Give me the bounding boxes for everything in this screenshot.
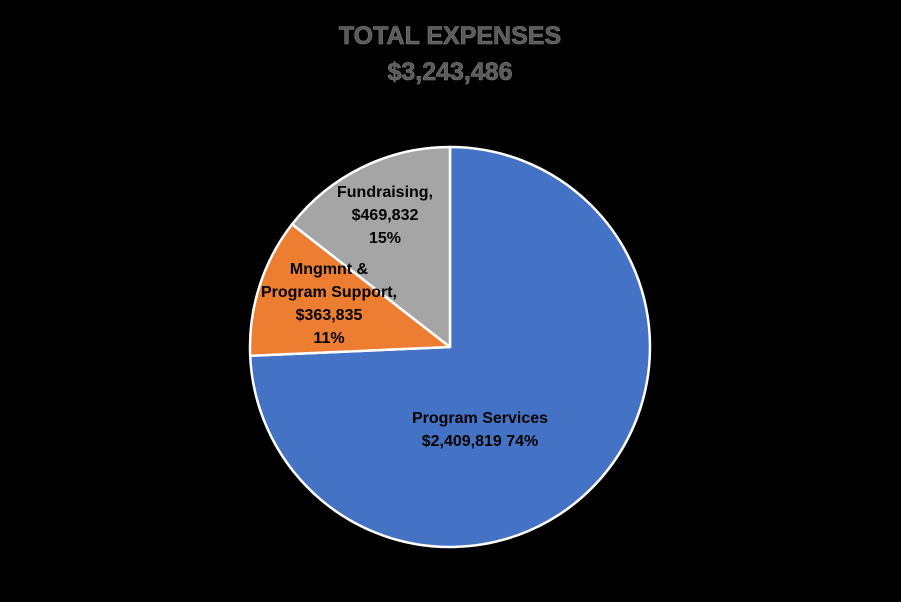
pie-slice-mngmnt-program-support: [248, 223, 452, 358]
data-label-line: Fundraising,: [337, 184, 433, 201]
pie-slice-fundraising: [290, 145, 452, 349]
data-label-line: $363,835: [296, 307, 363, 324]
data-label-line: Mngmnt &: [290, 261, 369, 278]
chart-subtitle: $3,243,486: [387, 58, 512, 86]
pie-labels: Program Services $2,409,819 74% Mngmnt & Pr…: [261, 184, 548, 450]
data-label-program-services: Program Services $2,409,819 74%: [412, 410, 548, 450]
data-label-line: $469,832: [352, 207, 419, 224]
data-label-line: Program Services: [412, 410, 548, 427]
pie-slices: [248, 145, 652, 549]
data-label-fundraising: Fundraising, $469,832 15%: [337, 184, 433, 247]
data-label-line: 11%: [313, 330, 344, 347]
data-label-mngmnt-program-support: Mngmnt & Program Support, $363,835 11%: [261, 261, 397, 347]
data-label-line: $2,409,819 74%: [422, 433, 539, 450]
data-label-line: 15%: [369, 230, 401, 247]
data-label-line: Program Support,: [261, 284, 397, 301]
chart-title: TOTAL EXPENSES: [339, 22, 561, 50]
